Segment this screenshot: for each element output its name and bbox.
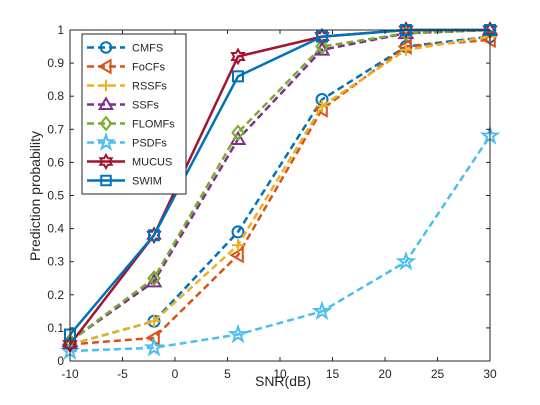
x-tick-label: 30: [483, 367, 497, 381]
legend-box: [81, 33, 187, 195]
data-point-flomfs: [231, 124, 245, 141]
legend-entry-ssfs: SSFs: [87, 96, 159, 112]
legend-label-rssfs: RSSFs: [132, 81, 167, 93]
legend-label-focfs: FoCFs: [132, 62, 166, 74]
legend-entry-rssfs: RSSFs: [87, 79, 167, 93]
legend-marker-mucus: [98, 152, 114, 171]
series-line-ssfs: [69, 28, 491, 343]
legend-marker-rssfs: [100, 79, 112, 92]
data-point-rssfs: [399, 43, 413, 56]
legend-label-swim: SWIM: [132, 176, 162, 188]
data-point-psdfs: [395, 250, 417, 271]
y-tick-label: 0.1: [47, 321, 64, 335]
legend-marker-flomfs: [99, 115, 113, 132]
data-point-swim: [316, 30, 328, 43]
y-tick-label: 0.2: [47, 288, 64, 302]
data-point-mucus: [230, 47, 246, 66]
legend-label-cmfs: CMFS: [132, 43, 163, 55]
y-tick-label: 0.5: [47, 189, 64, 203]
legend-entry-psdfs: PSDFs: [87, 132, 167, 151]
legend-entry-flomfs: FLOMFs: [87, 115, 175, 132]
y-tick-label: 1: [57, 23, 64, 37]
data-point-swim: [148, 229, 160, 242]
x-tick-label: -5: [117, 367, 128, 381]
legend-marker-ssfs: [97, 96, 115, 111]
data-point-psdfs: [227, 323, 249, 344]
y-tick-label: 0.3: [47, 255, 64, 269]
data-point-rssfs: [315, 100, 329, 113]
legend: CMFS FoCFs RSSFs SSFs FLOMFs PSDFs MUCUS SWIM: [81, 33, 187, 195]
y-tick-label: 0.7: [47, 122, 64, 136]
series-line-focfs: [69, 38, 491, 346]
legend-label-flomfs: FLOMFs: [132, 119, 175, 131]
data-point-flomfs: [315, 38, 329, 55]
y-tick-label: 0: [57, 354, 64, 368]
x-tick-label: 25: [431, 367, 445, 381]
data-point-flomfs: [147, 270, 161, 287]
legend-marker-psdfs: [96, 132, 116, 151]
series-line-psdfs: [69, 135, 492, 353]
data-point-focfs: [229, 246, 244, 264]
y-tick-label: 0.6: [47, 155, 64, 169]
x-tick-label: 10: [273, 367, 287, 381]
data-point-rssfs: [147, 315, 161, 328]
legend-entry-focfs: FoCFs: [87, 58, 166, 75]
legend-marker-focfs: [97, 58, 112, 75]
x-tick-label: 20: [378, 367, 392, 381]
y-tick-label: 0.8: [47, 89, 64, 103]
data-point-swim: [232, 70, 244, 83]
x-tick-label: 15: [326, 367, 340, 381]
series-line-flomfs: [69, 28, 491, 343]
data-point-psdfs: [311, 300, 333, 321]
legend-entry-swim: SWIM: [87, 174, 162, 188]
legend-marker-cmfs: [99, 41, 113, 54]
axes: -10 -5 0 5 10 15 20 25 30 0 0.1 0.2 0.3 0.4 0.5 0.6 0.7 0…: [47, 23, 497, 381]
legend-label-psdfs: PSDFs: [132, 138, 167, 150]
data-point-rssfs: [231, 239, 245, 252]
data-point-psdfs: [143, 336, 165, 357]
x-tick-label: -10: [61, 367, 79, 381]
legend-entry-cmfs: CMFS: [87, 41, 163, 55]
x-tick-label: 5: [224, 367, 231, 381]
x-tick-label: 0: [172, 367, 179, 381]
legend-label-mucus: MUCUS: [132, 157, 172, 169]
y-tick-label: 0.9: [47, 56, 64, 70]
y-axis-label: Prediction probability: [27, 131, 43, 261]
x-axis-label: SNR(dB): [255, 373, 311, 389]
legend-entry-mucus: MUCUS: [87, 152, 172, 171]
legend-label-ssfs: SSFs: [132, 100, 159, 112]
series-line-rssfs: [69, 35, 491, 346]
legend-marker-swim: [100, 174, 112, 187]
data-point-cmfs: [231, 225, 245, 239]
y-tick-label: 0.4: [47, 222, 64, 236]
